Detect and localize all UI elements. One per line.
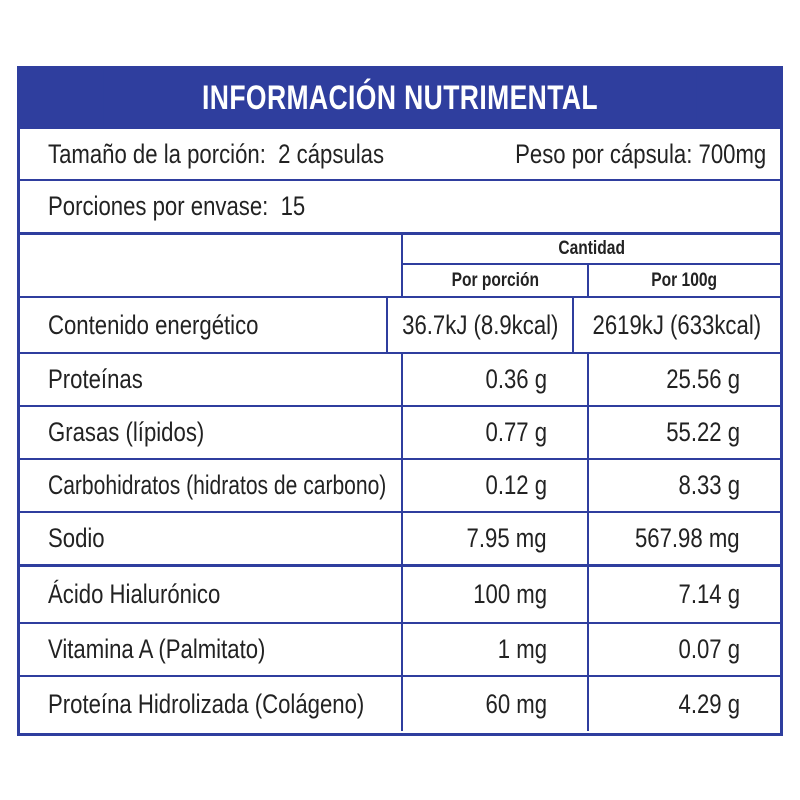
row-name-cell: Carbohidratos (hidratos de carbono): [20, 460, 403, 511]
row-per-100g-cell: 567.98 mg: [589, 513, 780, 564]
serving-size-row: Tamaño de la porción: 2 cápsulas Peso po…: [20, 127, 780, 179]
row-per-100g: 55.22 g: [666, 417, 740, 447]
row-per-serving: 1 mg: [497, 634, 547, 664]
row-name-cell: Grasas (lípidos): [20, 407, 403, 458]
row-name-cell: Sodio: [20, 513, 403, 564]
row-per-serving-cell: 0.36 g: [403, 354, 589, 405]
serving-size-value: 2 cápsulas: [278, 138, 385, 169]
row-name: Vitamina A (Palmitato): [48, 634, 266, 664]
row-per-100g-cell: 8.33 g: [589, 460, 780, 511]
servings-per-container-value: 15: [280, 191, 306, 221]
nutrition-facts-panel: INFORMACIÓN NUTRIMENTAL Tamaño de la por…: [17, 66, 783, 736]
header-per-100g: Por 100g: [589, 265, 780, 296]
row-name: Proteínas: [48, 364, 143, 394]
servings-per-container-row: Porciones por envase: 15: [20, 179, 780, 232]
table-row: Ácido Hialurónico 100 mg 7.14 g: [20, 564, 780, 622]
table-row: Vitamina A (Palmitato) 1 mg 0.07 g: [20, 622, 780, 675]
row-per-serving: 60 mg: [485, 688, 547, 719]
row-per-serving-cell: 36.7kJ (8.9kcal): [388, 298, 575, 352]
row-name-cell: Vitamina A (Palmitato): [20, 624, 403, 675]
row-per-100g: 567.98 mg: [635, 523, 740, 553]
row-per-serving-cell: 1 mg: [403, 624, 589, 675]
header-per-100g-label: Por 100g: [651, 269, 718, 291]
header-subcolumns: Por porción Por 100g: [403, 265, 780, 296]
table-row: Carbohidratos (hidratos de carbono) 0.12…: [20, 458, 780, 511]
table-row: Sodio 7.95 mg 567.98 mg: [20, 511, 780, 564]
row-per-serving: 0.12 g: [485, 470, 547, 500]
row-per-serving: 36.7kJ (8.9kcal): [402, 309, 559, 340]
table-row: Proteína Hidrolizada (Colágeno) 60 mg 4.…: [20, 675, 780, 731]
servings-per-container-label: Porciones por envase:: [48, 191, 269, 221]
capsule-weight: Peso por cápsula: 700mg: [515, 139, 766, 170]
row-name-cell: Proteína Hidrolizada (Colágeno): [20, 677, 403, 731]
row-per-100g: 0.07 g: [678, 634, 740, 664]
row-per-100g-cell: 7.14 g: [589, 567, 780, 622]
row-name: Carbohidratos (hidratos de carbono): [48, 470, 387, 500]
capsule-weight-label: Peso por cápsula:: [514, 138, 693, 169]
row-name: Ácido Hialurónico: [48, 579, 221, 609]
row-per-100g-cell: 55.22 g: [589, 407, 780, 458]
row-per-100g-cell: 2619kJ (633kcal): [574, 298, 780, 352]
row-per-serving-cell: 60 mg: [403, 677, 589, 731]
row-per-serving: 7.95 mg: [466, 523, 547, 553]
row-name: Sodio: [48, 523, 105, 553]
row-per-100g-cell: 4.29 g: [589, 677, 780, 731]
row-per-100g: 8.33 g: [678, 470, 740, 500]
row-per-100g: 4.29 g: [678, 688, 740, 719]
row-per-serving: 100 mg: [473, 579, 547, 609]
row-name: Contenido energético: [48, 309, 259, 340]
row-per-100g-cell: 25.56 g: [589, 354, 780, 405]
row-per-100g-cell: 0.07 g: [589, 624, 780, 675]
header-per-serving: Por porción: [403, 265, 589, 296]
header-amount-group: Cantidad Por porción Por 100g: [403, 235, 780, 296]
row-per-serving-cell: 0.12 g: [403, 460, 589, 511]
row-per-100g: 7.14 g: [678, 579, 740, 609]
table-row: Grasas (lípidos) 0.77 g 55.22 g: [20, 405, 780, 458]
row-per-serving: 0.36 g: [485, 364, 547, 394]
table-row: Contenido energético 36.7kJ (8.9kcal) 26…: [20, 296, 780, 352]
header-cantidad: Cantidad: [403, 235, 780, 265]
table-row: Proteínas 0.36 g 25.56 g: [20, 352, 780, 405]
panel-title: INFORMACIÓN NUTRIMENTAL: [103, 69, 697, 127]
row-per-serving-cell: 100 mg: [403, 567, 589, 622]
row-per-serving-cell: 7.95 mg: [403, 513, 589, 564]
servings-per-container: Porciones por envase: 15: [48, 191, 305, 222]
title-bar: INFORMACIÓN NUTRIMENTAL: [20, 69, 780, 127]
row-name: Grasas (lípidos): [48, 417, 205, 447]
serving-size-label: Tamaño de la porción:: [48, 138, 266, 169]
row-name: Proteína Hidrolizada (Colágeno): [48, 688, 365, 719]
row-name-cell: Ácido Hialurónico: [20, 567, 403, 622]
header-per-serving-label: Por porción: [451, 269, 539, 291]
row-per-100g: 25.56 g: [666, 364, 740, 394]
row-per-serving-cell: 0.77 g: [403, 407, 589, 458]
capsule-weight-value: 700mg: [698, 138, 766, 169]
row-per-serving: 0.77 g: [485, 417, 547, 447]
header-cantidad-label: Cantidad: [558, 238, 625, 259]
row-name-cell: Proteínas: [20, 354, 403, 405]
serving-size: Tamaño de la porción: 2 cápsulas: [48, 139, 384, 170]
row-per-100g: 2619kJ (633kcal): [592, 309, 762, 340]
header-empty-cell: [20, 235, 403, 296]
table-header: Cantidad Por porción Por 100g: [20, 232, 780, 296]
row-name-cell: Contenido energético: [20, 298, 389, 352]
